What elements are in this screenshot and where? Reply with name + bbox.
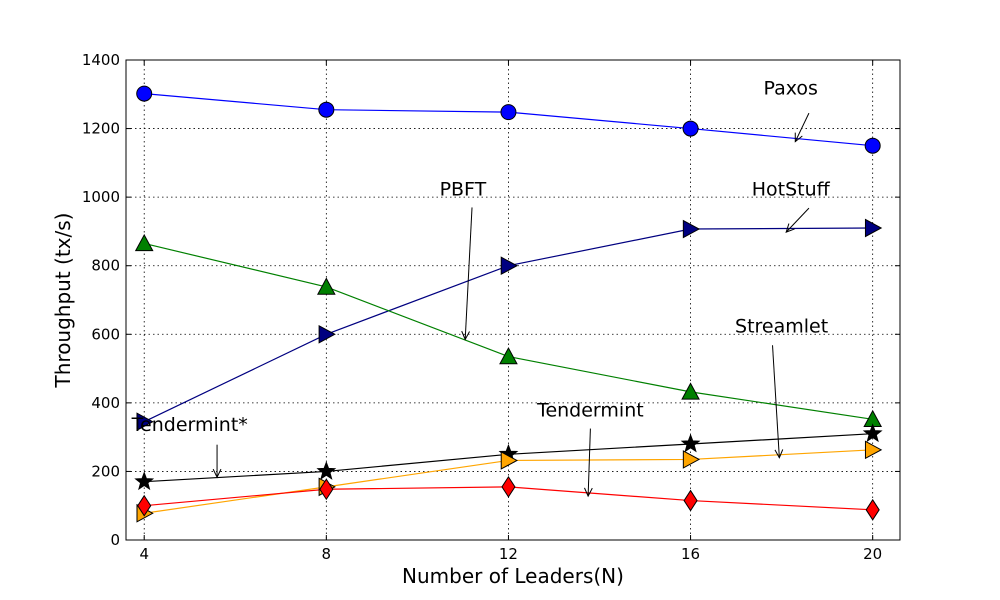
data-point-tendermint <box>501 475 516 498</box>
annotation-label-streamlet: Streamlet <box>735 316 828 338</box>
annotation-arrow-tendermint <box>587 428 591 497</box>
y-axis-title: Throughput (tx/s) <box>51 213 75 389</box>
y-tick-label: 1400 <box>82 51 120 69</box>
annotation-arrow-hotstuff <box>785 207 810 233</box>
annotation-arrowhead-hotstuff <box>785 223 795 233</box>
y-tick-label: 0 <box>110 531 120 549</box>
annotation-label-tendermint: Tendermint <box>536 400 644 422</box>
data-point-paxos <box>500 104 517 121</box>
data-point-pbft <box>134 233 154 252</box>
x-tick-label: 20 <box>863 545 882 563</box>
data-point-tendermint <box>137 494 152 517</box>
data-point-streamlet <box>682 450 701 469</box>
data-point-tendermint-star <box>134 471 155 491</box>
annotation-arrowhead-paxos <box>794 132 803 143</box>
x-tick-label: 16 <box>681 545 700 563</box>
annotation-arrow-streamlet <box>772 345 780 458</box>
annotation-label-paxos: Paxos <box>764 77 818 99</box>
data-point-hotstuff <box>500 256 518 276</box>
y-tick-label: 1000 <box>82 188 120 206</box>
series-markers <box>134 85 883 523</box>
data-point-hotstuff <box>136 412 154 432</box>
data-point-paxos <box>318 101 335 118</box>
data-point-paxos <box>136 85 153 102</box>
annotation-arrowhead-tendermint-star <box>212 468 222 479</box>
data-point-hotstuff <box>682 219 701 239</box>
data-point-tendermint <box>319 478 334 501</box>
data-point-pbft <box>681 382 700 400</box>
y-tick-label: 400 <box>91 394 120 412</box>
plot-frame <box>125 59 901 541</box>
annotation-arrow-pbft <box>464 207 473 340</box>
data-point-tendermint-star <box>862 423 883 443</box>
annotation-arrowhead-streamlet <box>774 449 784 459</box>
annotation-label-hotstuff: HotStuff <box>752 178 831 200</box>
annotation-label-tendermint-star: Tendermint* <box>131 414 248 436</box>
data-point-streamlet <box>500 451 518 470</box>
annotation-arrowhead-tendermint <box>584 487 593 498</box>
data-point-tendermint <box>865 498 880 521</box>
data-point-hotstuff <box>864 218 883 238</box>
data-point-pbft <box>316 277 336 295</box>
y-tick-label: 800 <box>91 257 120 275</box>
x-tick-label: 4 <box>139 545 149 563</box>
data-point-paxos <box>682 120 699 137</box>
data-point-streamlet <box>864 440 883 460</box>
data-point-tendermint-star <box>680 433 701 453</box>
data-point-pbft <box>499 347 518 365</box>
annotation-label-pbft: PBFT <box>440 178 487 200</box>
x-tick-label: 12 <box>499 545 518 563</box>
annotation-arrow-paxos <box>794 112 810 142</box>
annotation-arrowhead-pbft <box>461 330 470 341</box>
data-point-tendermint <box>683 489 698 512</box>
data-point-tendermint-star <box>316 461 337 480</box>
y-tick-label: 1200 <box>82 120 120 138</box>
y-tick-label: 600 <box>91 325 120 343</box>
data-point-hotstuff <box>318 324 336 344</box>
y-tick-label: 200 <box>91 462 120 480</box>
x-axis-title: Number of Leaders(N) <box>402 564 624 588</box>
x-tick-label: 8 <box>322 545 332 563</box>
annotations: Paxos HotStuff PBFT Streamlet Tendermint Tend… <box>131 77 831 498</box>
data-point-paxos <box>864 137 881 154</box>
